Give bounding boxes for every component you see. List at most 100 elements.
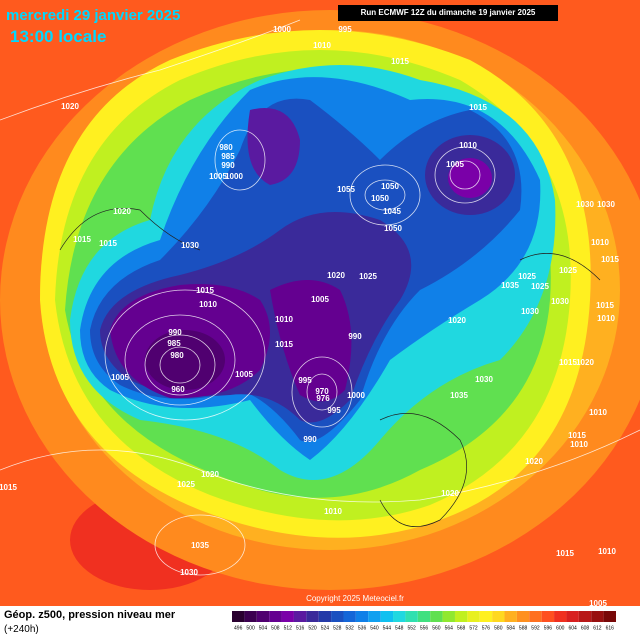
scale-swatch xyxy=(318,611,332,622)
pressure-label: 990 xyxy=(348,332,362,341)
scale-label: 536 xyxy=(358,625,367,631)
pressure-label: 1030 xyxy=(597,200,615,209)
scale-swatch xyxy=(454,611,468,622)
scale-label: 520 xyxy=(308,625,317,631)
pressure-label: 1010 xyxy=(275,315,293,324)
scale-label: 508 xyxy=(271,625,280,631)
pressure-label: 1025 xyxy=(531,282,549,291)
scale-label: 528 xyxy=(333,625,342,631)
scale-label: 564 xyxy=(445,625,454,631)
pressure-label: 1035 xyxy=(191,541,209,550)
scale-swatch xyxy=(417,611,431,622)
pressure-label: 1035 xyxy=(450,391,468,400)
pressure-label: 1030 xyxy=(475,375,493,384)
pressure-label: 970 xyxy=(315,387,329,396)
pressure-label: 1015 xyxy=(601,255,619,264)
pressure-label: 960 xyxy=(171,385,185,394)
pressure-label: 985 xyxy=(167,339,181,348)
scale-swatch xyxy=(529,611,542,622)
pressure-label: 1005 xyxy=(446,160,464,169)
field xyxy=(0,0,640,606)
scale-label: 500 xyxy=(246,625,255,631)
scale-swatch xyxy=(603,611,616,622)
scale-label: 604 xyxy=(568,625,577,631)
pressure-label: 1015 xyxy=(556,549,574,558)
scale-swatch xyxy=(256,611,270,622)
pressure-label: 985 xyxy=(221,152,235,161)
pressure-label: 980 xyxy=(170,351,184,360)
scale-swatch xyxy=(591,611,604,622)
pressure-label: 1030 xyxy=(180,568,198,577)
pressure-label: 1030 xyxy=(551,297,569,306)
scale-swatch xyxy=(504,611,517,622)
scale-swatch xyxy=(516,611,530,622)
date: mercredi 29 janvier 2025 xyxy=(6,7,180,24)
scale-label: 548 xyxy=(395,625,404,631)
run-box xyxy=(338,5,558,21)
scale-swatch xyxy=(306,611,319,622)
pressure-label: 1015 xyxy=(568,431,586,440)
scale-label: 612 xyxy=(593,625,602,631)
scale-swatch xyxy=(269,611,282,622)
footer-title: Géop. z500, pression niveau mer xyxy=(4,609,176,621)
pressure-label: 1010 xyxy=(598,547,616,556)
scale-label: 580 xyxy=(494,625,503,631)
copyright: Copyright 2025 Meteociel.fr xyxy=(306,594,404,603)
scale-swatch xyxy=(293,611,307,622)
pressure-label: 1010 xyxy=(597,314,615,323)
scale-swatch xyxy=(492,611,505,622)
scale-label: 608 xyxy=(581,625,590,631)
scale-swatch xyxy=(244,611,257,622)
pressure-label: 1020 xyxy=(576,358,594,367)
run-label: Run ECMWF 12Z du dimanche 19 janvier 202… xyxy=(361,8,536,17)
scale-swatch xyxy=(442,611,455,622)
pressure-label: 1030 xyxy=(521,307,539,316)
pressure-label: 1050 xyxy=(371,194,389,203)
scale-label: 596 xyxy=(544,625,553,631)
scale-label: 524 xyxy=(321,625,330,631)
scale-swatch xyxy=(541,611,555,622)
pressure-label: 1020 xyxy=(448,316,466,325)
scale-swatch xyxy=(343,611,356,622)
scale-swatch xyxy=(479,611,493,622)
pressure-label: 1000 xyxy=(225,172,243,181)
scale-label: 556 xyxy=(420,625,429,631)
pressure-label: 1015 xyxy=(0,483,17,492)
scale-label: 496 xyxy=(234,625,243,631)
scale-label: 592 xyxy=(531,625,540,631)
scale-swatch xyxy=(368,611,381,622)
scale-swatch xyxy=(232,611,245,622)
pressure-label: 1000 xyxy=(347,391,365,400)
scale-label: 576 xyxy=(482,625,491,631)
pressure-label: 1050 xyxy=(381,182,399,191)
pressure-label: 1020 xyxy=(201,470,219,479)
pressure-label: 1010 xyxy=(589,408,607,417)
pressure-label: 1015 xyxy=(73,235,91,244)
pressure-label: 1010 xyxy=(591,238,609,247)
pressure-label: 1010 xyxy=(199,300,217,309)
pressure-label: 990 xyxy=(168,328,182,337)
scale-label: 532 xyxy=(346,625,355,631)
scale-swatch xyxy=(331,611,344,622)
pressure-label: 980 xyxy=(219,143,233,152)
pressure-label: 1025 xyxy=(177,480,195,489)
pressure-label: 1010 xyxy=(570,440,588,449)
pressure-label: 1015 xyxy=(99,239,117,248)
pressure-label: 1010 xyxy=(324,507,342,516)
pressure-label: 990 xyxy=(303,435,317,444)
pressure-label: 1025 xyxy=(359,272,377,281)
pressure-label: 1020 xyxy=(327,271,345,280)
pressure-label: 1015 xyxy=(196,286,214,295)
scale-swatch xyxy=(578,611,592,622)
scale-label: 504 xyxy=(259,625,268,631)
pressure-label: 1000 xyxy=(273,25,291,34)
pressure-label: 1045 xyxy=(383,207,401,216)
pressure-label: 990 xyxy=(221,161,235,170)
scale-label: 560 xyxy=(432,625,441,631)
scale-label: 616 xyxy=(606,625,615,631)
scale-label: 588 xyxy=(519,625,528,631)
scale-swatch xyxy=(467,611,480,622)
scale-swatch xyxy=(554,611,567,622)
contours xyxy=(0,19,640,576)
